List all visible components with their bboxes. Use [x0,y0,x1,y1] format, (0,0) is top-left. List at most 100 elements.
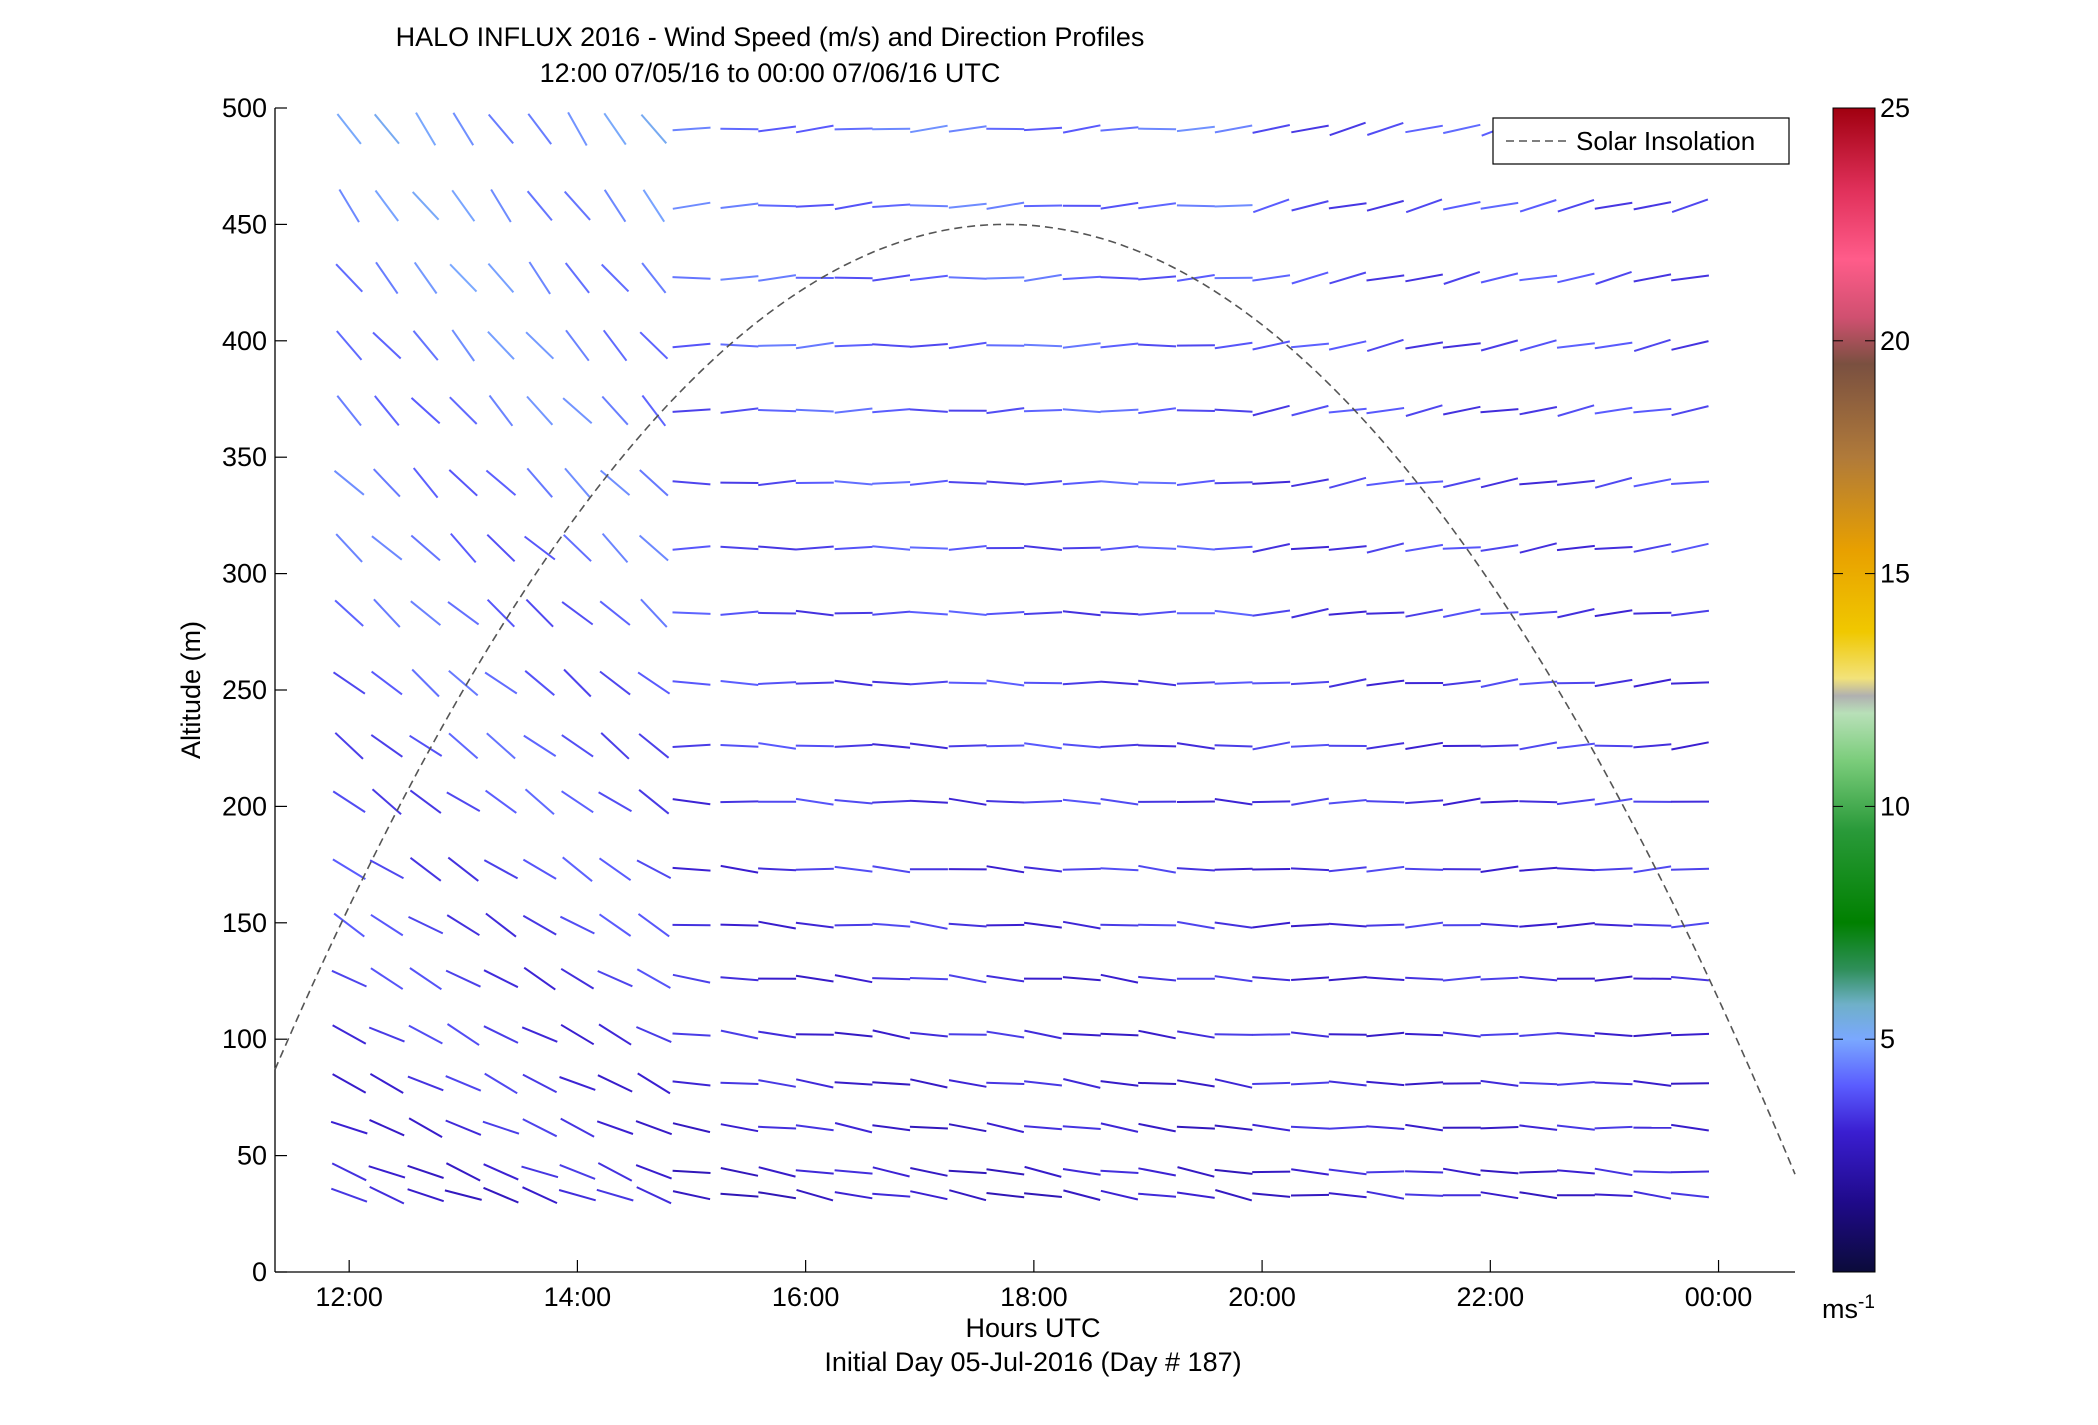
wind-barb [635,1164,672,1180]
colorbar-unit-exponent: -1 [1858,1292,1875,1313]
wind-barb [758,1030,797,1039]
wind-barb [1100,126,1139,132]
wind-barb [642,189,666,223]
wind-barb [1671,921,1710,929]
wind-barb [1177,920,1215,930]
wind-barb [1177,1079,1215,1088]
wind-barb [483,1186,519,1204]
wind-barb [371,670,403,696]
wind-barb [635,1120,673,1136]
wind-barb [758,1166,796,1178]
wind-barb [1480,1169,1519,1175]
wind-barb [986,611,1025,616]
wind-barb [672,866,711,872]
wind-barb [369,1118,405,1137]
wind-barb [596,1120,634,1135]
wind-barb [1519,1124,1558,1131]
wind-barb [1405,1123,1444,1132]
wind-barb [1024,742,1062,750]
wind-barb [1176,479,1215,486]
wind-barb [598,791,633,813]
wind-barb [332,671,366,695]
wind-barb [1291,1168,1329,1176]
wind-barb [1138,481,1177,485]
wind-barb [909,610,948,616]
wind-barb [1062,1168,1101,1176]
colorbar-tick-label: 20 [1880,326,1910,356]
wind-barb [638,534,669,562]
wind-barb [1328,610,1367,616]
wind-barb [758,409,797,413]
wind-barb [1556,544,1595,552]
wind-barb [872,545,911,551]
wind-barb [375,261,399,295]
y-tick-label: 250 [222,675,267,705]
wind-barb [636,859,672,879]
wind-barb [451,189,476,222]
wind-barb [1556,342,1595,349]
wind-barb [834,1031,873,1038]
wind-barb [909,204,948,208]
wind-barb [758,1191,797,1200]
wind-barb [834,799,873,805]
wind-barb [795,545,834,551]
wind-barb [1366,338,1404,353]
wind-barb [1480,976,1519,981]
wind-barb [1214,744,1253,748]
wind-barb [948,974,987,984]
wind-barb [1366,976,1405,981]
wind-barb [1633,543,1672,553]
wind-barb [1442,123,1481,135]
wind-barb [1480,1032,1519,1037]
wind-barb [1519,800,1558,804]
wind-barb [1556,742,1595,750]
wind-barb [834,743,873,748]
wind-barb [872,481,911,485]
wind-barb [909,274,948,282]
wind-barb [1405,404,1443,417]
wind-barb [872,1192,911,1198]
wind-barb [407,1164,444,1179]
wind-barb [1100,867,1139,872]
wind-barb [371,535,403,561]
wind-barb [487,262,515,293]
wind-barb [446,1023,480,1046]
wind-barb [1633,201,1672,211]
wind-barb [949,1189,987,1202]
wind-barb [1442,797,1481,806]
x-axis-label: Hours UTC [965,1313,1100,1343]
wind-barb [447,601,480,626]
wind-barb [1519,975,1558,982]
wind-barb [1442,679,1481,687]
wind-barb [1671,198,1709,214]
wind-barb [330,1187,368,1203]
wind-barb [909,343,948,348]
wind-barb [1671,480,1710,485]
wind-barb [1594,1167,1633,1177]
wind-barb [1252,124,1291,134]
wind-barb [1177,1166,1215,1178]
wind-barb [1594,1125,1633,1130]
legend-box [1492,117,1790,165]
wind-barb [986,276,1025,280]
wind-barb [1290,680,1330,686]
wind-barb [1100,680,1139,686]
wind-barb [369,859,404,880]
wind-barb [407,1075,444,1092]
wind-barb [565,329,590,362]
wind-barb [872,922,911,928]
wind-barb [636,1186,672,1205]
wind-barb [1519,406,1558,416]
wind-barb [330,1120,368,1135]
wind-barb [1291,200,1329,212]
wind-barb [411,668,440,698]
wind-barb [1670,867,1710,871]
wind-barb [335,533,363,563]
wind-barb [1138,744,1177,748]
wind-barb [1633,407,1672,414]
wind-barb [1023,866,1063,873]
wind-barb [637,671,671,695]
wind-barb [1176,742,1215,750]
wind-barb [1443,270,1481,285]
wind-barb [834,1191,873,1200]
